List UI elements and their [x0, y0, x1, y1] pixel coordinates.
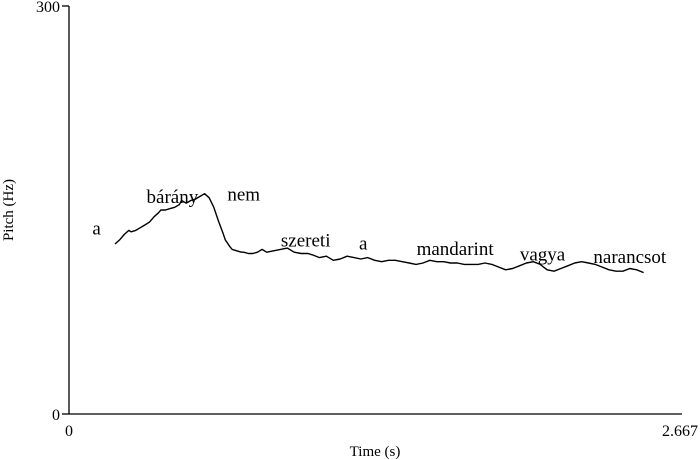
pitch-contour-line: [114, 193, 644, 274]
x-tick-label-min: 0: [65, 423, 73, 440]
word-label-5: a: [359, 233, 368, 254]
word-label-3: nem: [227, 185, 260, 206]
y-axis-title: Pitch (Hz): [1, 179, 17, 241]
y-tick-label-min: 0: [52, 407, 60, 424]
word-label-1: a: [92, 219, 101, 240]
word-label-4: szereti: [281, 231, 331, 252]
x-tick-label-max: 2.667: [662, 423, 698, 440]
word-label-2: bárány: [147, 187, 199, 208]
y-tick-label-max: 300: [36, 0, 60, 16]
x-axis-title: Time (s): [350, 444, 401, 460]
plot-area: a bárány nem szereti a mandarint vagya narancso…: [92, 185, 667, 274]
word-label-8: narancsot: [593, 247, 667, 268]
word-label-6: mandarint: [417, 239, 495, 260]
word-label-7: vagya: [520, 244, 566, 265]
